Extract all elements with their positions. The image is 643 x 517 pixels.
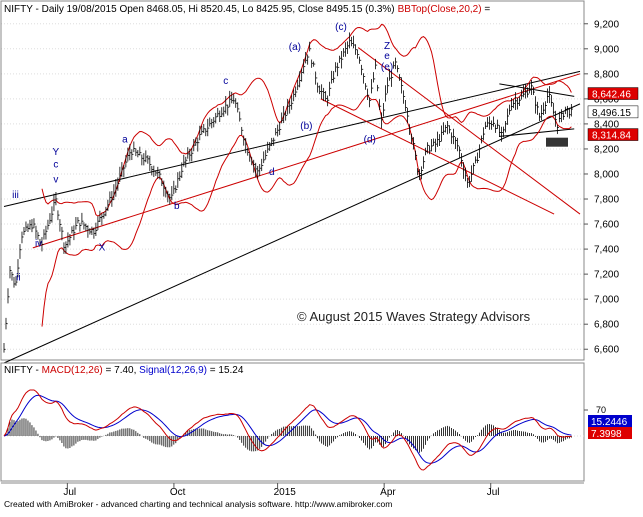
macd-histogram [5, 418, 572, 453]
y-tick-label: 8,000 [594, 169, 619, 180]
macd-panel-frame [0, 362, 585, 482]
macd-y-axis: 70 [584, 405, 606, 415]
wave-label: b [174, 201, 180, 212]
wave-label: Y [53, 147, 60, 158]
trend-black-2 [499, 128, 575, 137]
wave-label: (e) [381, 62, 393, 73]
trend-red-2 [357, 47, 581, 215]
y-tick-label: 7,000 [594, 295, 619, 306]
wave-label: Z [384, 41, 390, 52]
macd-title-signal: Signal(12,26,9) [139, 365, 207, 376]
macd-line [3, 389, 572, 471]
wave-label: c [223, 76, 228, 87]
y-tick-label: 6,600 [594, 345, 619, 356]
price-title: NIFTY - Daily 19/08/2015 Open 8468.05, H… [4, 4, 490, 15]
macd-title-signal-value: = 15.24 [207, 365, 244, 376]
marker-box [546, 137, 568, 147]
price-y-axis: 9,200 9,000 8,800 8,600 8,400 8,200 8,000 7,800… [584, 19, 619, 356]
macd-tag-label: 7.3998 [591, 429, 622, 440]
y-tick-label: 7,400 [594, 245, 619, 256]
watermark: © August 2015 Waves Strategy Advisors [297, 309, 531, 324]
wave-label: iv [35, 239, 42, 250]
y-tick-label: 7,600 [594, 220, 619, 231]
bb-lower [41, 94, 572, 327]
trend-red-3 [320, 98, 555, 215]
x-axis: Jul Oct 2015 Apr Jul [1, 482, 584, 498]
macd-title-symbol: NIFTY [4, 365, 33, 376]
wave-label: (d) [364, 135, 376, 146]
x-tick-label: Jul [487, 487, 500, 498]
price-tag-box [587, 87, 639, 100]
wave-label: (b) [300, 121, 312, 132]
wave-label: ii [16, 272, 20, 283]
wave-label: (c) [335, 22, 347, 33]
y-tick-label: 8,800 [594, 69, 619, 80]
wave-label: (a) [289, 42, 301, 53]
macd-title: NIFTY - MACD(12,26) = 7.40, Signal(12,26… [4, 365, 244, 376]
wave-label: a [122, 135, 128, 146]
price-tags: 8,642.46 8,496.15 8,314.84 [546, 87, 639, 147]
x-tick-label: Apr [380, 487, 396, 498]
channel-top [3, 70, 581, 208]
x-tick-label: Oct [170, 487, 186, 498]
price-title-indicator: BBTop(Close,20,2) [398, 4, 482, 15]
x-tick-label: 2015 [274, 487, 297, 498]
y-tick-label: 9,000 [594, 44, 619, 55]
price-tag-label: 8,642.46 [592, 90, 631, 101]
wave-label: e [384, 51, 390, 62]
price-tag-label: 8,314.84 [592, 131, 631, 142]
wave-label: v [53, 175, 58, 186]
wave-label: X [99, 242, 106, 253]
y-tick-label: 8,400 [594, 119, 619, 130]
price-panel-frame [0, 0, 585, 361]
macd-tick-label: 70 [596, 405, 606, 415]
y-tick-label: 7,200 [594, 270, 619, 281]
price-tag-box [587, 105, 639, 119]
price-title-suffix: = [482, 4, 491, 15]
price-tag-label: 8,496.15 [592, 108, 631, 119]
y-tick-label: 6,800 [594, 320, 619, 331]
trend-black-1 [499, 83, 575, 97]
macd-title-macd: MACD(12,26) [42, 365, 103, 376]
price-title-info: - Daily 19/08/2015 Open 8468.05, Hi 8520… [33, 4, 395, 15]
price-title-symbol: NIFTY [4, 4, 33, 15]
macd-tag-box [588, 427, 632, 439]
price-gridlines [1, 23, 584, 350]
price-tag-box [587, 128, 639, 141]
footer-credit: Created with AmiBroker - advanced charti… [4, 499, 392, 509]
y-tick-label: 9,200 [594, 19, 619, 30]
channel-bottom [3, 103, 581, 364]
macd-title-macd-value: = 7.40, [103, 365, 139, 376]
price-bars [3, 32, 573, 353]
y-tick-label: 8,600 [594, 94, 619, 105]
y-tick-label: 8,200 [594, 144, 619, 155]
wave-label: c [53, 160, 58, 171]
x-tick-label: Jul [63, 487, 76, 498]
y-tick-label: 7,800 [594, 195, 619, 206]
macd-tag-label: 15.2446 [591, 417, 628, 428]
macd-lines [3, 389, 572, 471]
wave-label: iii [12, 190, 19, 201]
macd-tag-box [588, 415, 632, 427]
wave-label: d [269, 167, 275, 178]
